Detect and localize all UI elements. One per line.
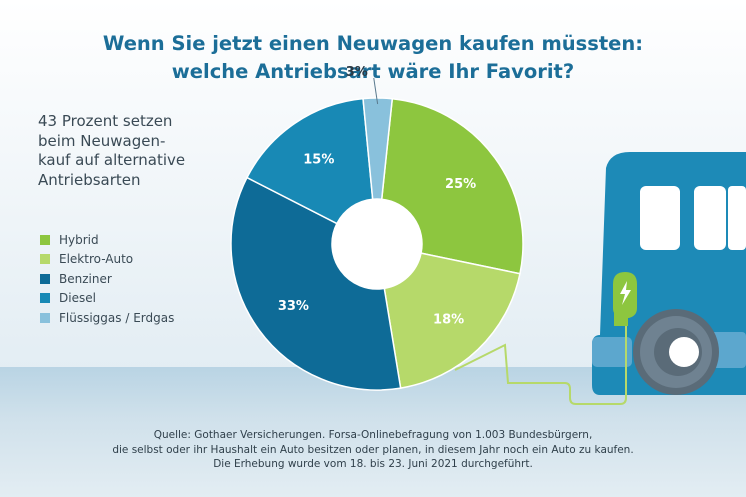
legend-label: Elektro-Auto	[59, 252, 134, 267]
legend-item-hybrid: Hybrid	[40, 230, 174, 250]
callout-leader-line	[373, 77, 379, 105]
legend-label: Diesel	[59, 291, 96, 306]
lightning-bolt-icon	[620, 281, 631, 305]
legend-item-benziner: Benziner	[40, 269, 174, 289]
legend-item-elektro: Elektro-Auto	[40, 250, 174, 270]
source-line-2: die selbst oder ihr Haushalt ein Auto be…	[112, 443, 634, 456]
subtitle-line-2: beim Neuwagen-	[38, 131, 166, 150]
subtitle-line-4: Antriebsarten	[38, 170, 141, 189]
label-hybrid: 25%	[445, 177, 476, 192]
legend-item-diesel: Diesel	[40, 289, 174, 309]
tire-icon	[633, 309, 719, 395]
legend-item-gas: Flüssiggas / Erdgas	[40, 308, 174, 328]
title-line-1: Wenn Sie jetzt einen Neuwagen kaufen müs…	[102, 32, 644, 55]
legend-swatch	[40, 234, 50, 245]
subtitle-line-1: 43 Prozent setzen	[38, 112, 173, 130]
title-line-2: welche Antriebsart wäre Ihr Favorit?	[171, 60, 575, 83]
subtitle-line-3: kauf auf alternative	[38, 151, 186, 169]
legend: Hybrid Elektro-Auto Benziner Diesel Flüs…	[40, 230, 174, 328]
legend-swatch	[40, 273, 50, 284]
donut-chart	[230, 97, 524, 391]
chart-title: Wenn Sie jetzt einen Neuwagen kaufen müs…	[0, 30, 746, 86]
label-benziner: 33%	[278, 299, 309, 314]
label-elektro-auto: 18%	[433, 313, 464, 328]
legend-swatch	[40, 293, 50, 304]
charging-cable	[454, 322, 627, 405]
legend-label: Flüssiggas / Erdgas	[59, 310, 175, 325]
source-line-3: Die Erhebung wurde vom 18. bis 23. Juni …	[213, 458, 533, 470]
slice-diesel	[245, 97, 374, 225]
legend-swatch	[40, 254, 50, 265]
legend-label: Benziner	[59, 271, 112, 286]
label-fluessiggas: 3%	[346, 65, 368, 80]
subtitle: 43 Prozent setzen beim Neuwagen- kauf au…	[38, 112, 238, 190]
charger-plug-icon	[613, 272, 637, 326]
legend-label: Hybrid	[59, 232, 99, 247]
source-line-1: Quelle: Gothaer Versicherungen. Forsa-On…	[153, 429, 593, 441]
donut-hole	[332, 199, 422, 289]
source-note: Quelle: Gothaer Versicherungen. Forsa-On…	[0, 428, 746, 472]
donut-labels: 25% 18% 33% 15% 3%	[278, 65, 476, 328]
label-diesel: 15%	[303, 152, 334, 167]
legend-swatch	[40, 312, 50, 323]
